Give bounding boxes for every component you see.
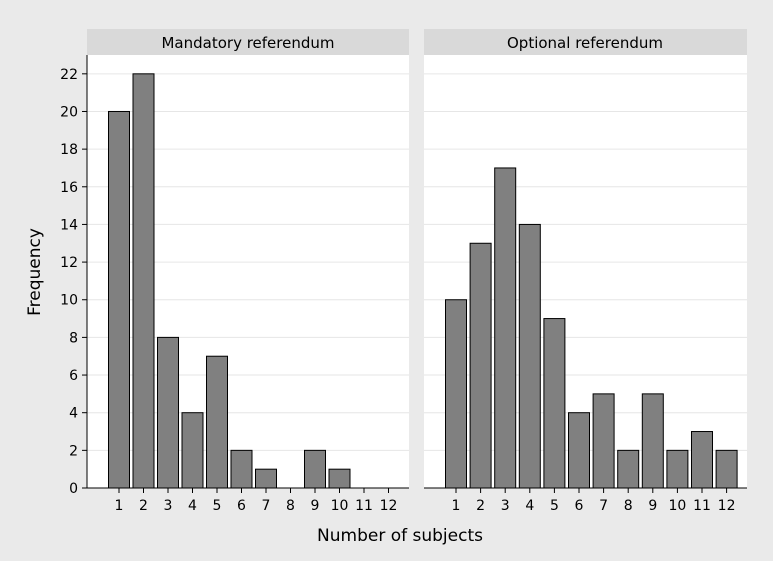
- bar: [304, 449, 326, 489]
- x-tick-label: 3: [501, 498, 510, 514]
- x-tick-label: 12: [380, 498, 398, 514]
- x-tick-label: 8: [286, 498, 295, 514]
- x-tick-label: 1: [115, 498, 124, 514]
- panel-optional: Optional referendum 1 2 3 4 5 6 7 8 9 10 11 12: [424, 29, 747, 514]
- bar: [518, 223, 541, 489]
- bar: [691, 431, 713, 489]
- bars: [445, 167, 738, 489]
- y-axis-title: Frequency: [25, 228, 45, 316]
- bar: [568, 412, 590, 489]
- x-tick-label: 11: [355, 498, 373, 514]
- panel-mandatory: Mandatory referendum 1 2 3 4 5 6 7 8 9 10 11 12: [87, 29, 409, 514]
- bar: [206, 355, 228, 489]
- panel-header: [424, 29, 747, 55]
- x-tick-label: 3: [164, 498, 173, 514]
- panel-title: Mandatory referendum: [161, 34, 334, 52]
- bar: [641, 393, 664, 489]
- bar: [617, 449, 640, 489]
- y-tick-label: 18: [60, 142, 78, 158]
- bar: [469, 242, 492, 489]
- bar: [328, 468, 351, 489]
- x-tick-label: 5: [550, 498, 559, 514]
- bar: [157, 336, 179, 489]
- x-tick-label: 10: [668, 498, 686, 514]
- bar: [666, 449, 689, 489]
- x-tick-label: 4: [188, 498, 197, 514]
- x-tick-label: 2: [476, 498, 485, 514]
- x-tick-label: 5: [213, 498, 222, 514]
- y-axis: 0 2 4 6 8 10 12 14 16 18 20 22: [60, 55, 88, 497]
- x-tick-label: 11: [693, 498, 711, 514]
- x-tick-label: 12: [718, 498, 736, 514]
- y-tick-label: 16: [60, 180, 78, 196]
- bar: [181, 412, 204, 489]
- x-tick-labels: 1 2 3 4 5 6 7 8 9 10 11 12: [115, 488, 398, 514]
- bar: [543, 318, 566, 489]
- bar: [255, 468, 277, 489]
- y-tick-label: 22: [60, 67, 78, 83]
- y-tick-label: 12: [60, 255, 78, 271]
- x-tick-label: 6: [575, 498, 584, 514]
- panel-title: Optional referendum: [507, 34, 663, 52]
- x-tick-labels: 1 2 3 4 5 6 7 8 9 10 11 12: [452, 488, 736, 514]
- x-tick-label: 8: [624, 498, 633, 514]
- y-tick-label: 8: [69, 330, 78, 346]
- y-tick-label: 10: [60, 293, 78, 309]
- bar: [230, 449, 253, 489]
- bar: [494, 167, 517, 489]
- x-tick-label: 2: [139, 498, 148, 514]
- bar: [108, 110, 130, 489]
- x-tick-label: 9: [648, 498, 657, 514]
- y-tick-label: 4: [69, 406, 78, 422]
- bar: [445, 299, 467, 489]
- y-tick-label: 2: [69, 443, 78, 459]
- x-tick-label: 4: [525, 498, 534, 514]
- x-tick-label: 7: [262, 498, 271, 514]
- bar: [592, 393, 615, 489]
- y-tick-label: 20: [60, 104, 78, 120]
- x-tick-label: 10: [331, 498, 349, 514]
- x-tick-label: 7: [599, 498, 608, 514]
- x-tick-label: 9: [311, 498, 320, 514]
- bar: [715, 449, 738, 489]
- y-tick-label: 6: [69, 368, 78, 384]
- panel-header: [87, 29, 409, 55]
- y-tick-label: 14: [60, 217, 78, 233]
- x-tick-label: 1: [452, 498, 461, 514]
- bar: [132, 73, 155, 489]
- y-tick-label: 0: [69, 481, 78, 497]
- x-axis-title: Number of subjects: [317, 526, 483, 546]
- x-tick-label: 6: [237, 498, 246, 514]
